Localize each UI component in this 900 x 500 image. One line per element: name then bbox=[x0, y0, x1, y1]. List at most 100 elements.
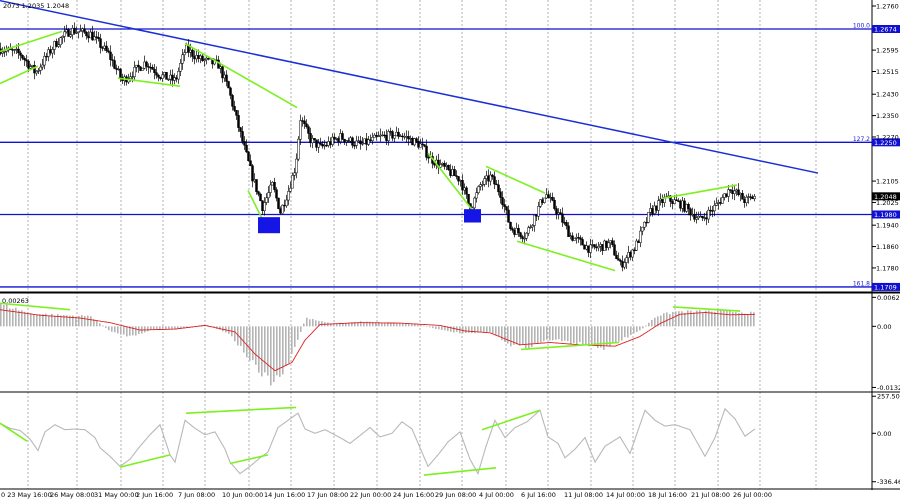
macd-histogram-bar bbox=[72, 315, 74, 327]
macd-histogram-bar bbox=[693, 312, 695, 327]
level-price-label: 1.2250 bbox=[874, 139, 897, 147]
macd-histogram-bar bbox=[258, 326, 260, 373]
candle-body bbox=[251, 165, 254, 182]
macd-histogram-bar bbox=[9, 308, 11, 327]
macd-histogram-bar bbox=[273, 326, 275, 383]
candle-body bbox=[405, 136, 408, 138]
candle-body bbox=[305, 123, 308, 127]
candle-body bbox=[669, 195, 672, 202]
candle-body bbox=[603, 240, 606, 251]
time-tick-label: 0 23 May 16:00 bbox=[1, 491, 52, 499]
time-tick-label: 17 Jun 08:00 bbox=[307, 491, 348, 499]
price-axis: 1.2760 1.2595 1.2515 1.2430 1.2350 1.2270 1.21… bbox=[872, 3, 899, 272]
candle-body bbox=[693, 214, 696, 220]
candle-body bbox=[331, 136, 334, 145]
candle-body bbox=[367, 139, 370, 145]
candle-body bbox=[735, 189, 738, 192]
candle-body bbox=[195, 55, 198, 60]
macd-histogram-bar bbox=[267, 326, 269, 376]
candle-body bbox=[219, 66, 222, 69]
candle-body bbox=[69, 34, 72, 37]
candle-body bbox=[111, 59, 114, 61]
price-annotations bbox=[0, 30, 738, 272]
macd-histogram-bar bbox=[657, 316, 659, 327]
candle-body bbox=[491, 174, 494, 177]
macd-histogram-bar bbox=[303, 323, 305, 327]
current-price-label: 1.2048 bbox=[874, 193, 897, 201]
macd-histogram-bar bbox=[450, 326, 452, 332]
macd-histogram-bar bbox=[186, 326, 188, 328]
candle-body bbox=[51, 49, 54, 54]
candle-body bbox=[527, 227, 530, 234]
macd-histogram-bar bbox=[261, 326, 263, 377]
candle-body bbox=[687, 204, 690, 210]
candle-body bbox=[417, 141, 420, 148]
macd-histogram-bar bbox=[348, 322, 350, 327]
candle-body bbox=[489, 174, 492, 182]
macd-histogram-bar bbox=[483, 326, 485, 333]
macd-histogram-bar bbox=[606, 326, 608, 347]
price-tick-label: 1.2025 bbox=[876, 199, 899, 207]
candle-body bbox=[345, 140, 348, 143]
macd-histogram-bar bbox=[252, 326, 254, 361]
candle-body bbox=[459, 180, 462, 182]
candle-body bbox=[387, 131, 390, 141]
candle-body bbox=[233, 106, 236, 111]
divergence-line bbox=[0, 30, 63, 53]
candle-body bbox=[545, 194, 548, 199]
candle-body bbox=[609, 240, 612, 244]
macd-histogram-bar bbox=[732, 312, 734, 327]
candle-body bbox=[501, 197, 504, 205]
macd-histogram-bar bbox=[393, 323, 395, 327]
macd-histogram-bar bbox=[159, 326, 161, 330]
macd-histogram-bar bbox=[114, 326, 116, 333]
macd-histogram-bar bbox=[753, 312, 755, 327]
macd-histogram-bar bbox=[285, 326, 287, 366]
price-tick-label: 1.1780 bbox=[876, 264, 899, 272]
macd-histogram-bar bbox=[447, 326, 449, 331]
macd-histogram-bar bbox=[135, 326, 137, 336]
macd-histogram-bar bbox=[672, 311, 674, 327]
candle-body bbox=[75, 32, 78, 34]
macd-histogram-bar bbox=[414, 324, 416, 327]
macd-tick-label: 0.00628 bbox=[877, 294, 900, 302]
candle-body bbox=[595, 246, 598, 249]
candle-body bbox=[597, 245, 600, 249]
macd-histogram-bar bbox=[528, 326, 530, 349]
candle-body bbox=[701, 215, 704, 219]
candle-body bbox=[23, 57, 26, 61]
candle-body bbox=[751, 196, 754, 200]
macd-histogram-bar bbox=[309, 319, 311, 327]
divergence-line bbox=[516, 240, 616, 272]
candle-body bbox=[135, 64, 138, 68]
macd-histogram-bar bbox=[369, 321, 371, 327]
candle-body bbox=[731, 190, 734, 194]
candle-body bbox=[263, 202, 266, 211]
candle-body bbox=[569, 235, 572, 237]
level-price-box bbox=[872, 282, 900, 291]
candle-body bbox=[739, 193, 742, 196]
candle-body bbox=[529, 226, 532, 229]
macd-divergence-line bbox=[0, 302, 71, 311]
macd-histogram-bar bbox=[720, 309, 722, 327]
macd-histogram-bar bbox=[717, 310, 719, 327]
candle-body bbox=[381, 134, 384, 137]
candle-body bbox=[493, 176, 496, 185]
candle-body bbox=[661, 198, 664, 203]
candle-body bbox=[575, 237, 578, 239]
candle-body bbox=[419, 143, 422, 148]
candle-body bbox=[133, 66, 136, 77]
candle-body bbox=[371, 137, 374, 141]
candle-body bbox=[541, 199, 544, 203]
candle-body bbox=[627, 252, 630, 258]
macd-histogram-bar bbox=[33, 314, 35, 327]
macd-histogram-bar bbox=[603, 326, 605, 350]
candle-body bbox=[205, 57, 208, 61]
macd-histogram-bar bbox=[495, 326, 497, 335]
macd-histogram-bar bbox=[117, 326, 119, 334]
candle-body bbox=[549, 196, 552, 199]
candle-body bbox=[275, 189, 278, 199]
candle-body bbox=[553, 199, 556, 209]
candle-body bbox=[153, 69, 156, 73]
